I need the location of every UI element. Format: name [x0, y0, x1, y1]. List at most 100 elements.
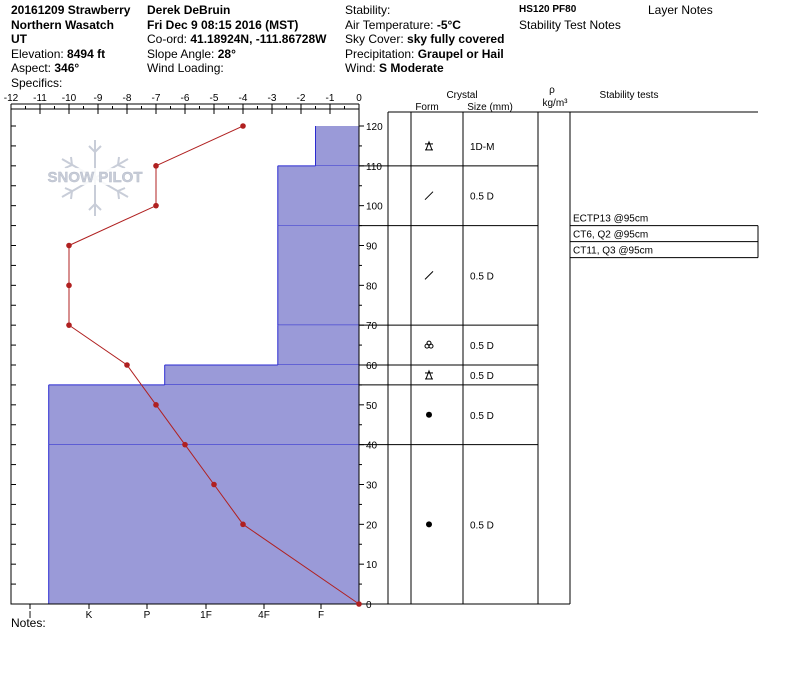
dot-mark — [426, 411, 432, 418]
crystal-size: 0.5 D — [470, 271, 494, 282]
wind-value: S Moderate — [379, 61, 444, 75]
temperature-point — [66, 282, 72, 289]
hardness-bar — [277, 325, 359, 365]
temp-tick-label: -4 — [239, 93, 248, 104]
temp-tick-label: -8 — [123, 93, 132, 104]
hardness-tick-label: I — [29, 610, 32, 621]
dot-mark — [426, 521, 432, 528]
temperature-point — [240, 521, 246, 528]
size-header: Size (mm) — [467, 102, 513, 113]
height-tick-label: 100 — [366, 202, 383, 213]
sky-row: Sky Cover: sky fully covered — [345, 32, 505, 46]
temperature-point — [182, 441, 188, 448]
hardness-tick-label: 4F — [258, 610, 270, 621]
facet-icon — [424, 271, 434, 280]
temp-tick-label: -11 — [33, 93, 47, 104]
hardness-bar — [48, 444, 359, 604]
hardness-bar — [48, 384, 359, 445]
stability-label: Stability: — [345, 3, 391, 17]
temp-tick-label: -12 — [4, 93, 19, 104]
temp-tick-label: -10 — [62, 93, 77, 104]
temp-tick-label: -9 — [94, 93, 103, 104]
hardness-tick-label: F — [318, 610, 324, 621]
stability-test-entry: CT6, Q2 @95cm — [573, 230, 648, 241]
hardness-bar — [277, 165, 359, 226]
slope-value: 28° — [217, 46, 236, 61]
header-col-weather: Stability: Air Temperature: -5°C Sky Cov… — [345, 3, 504, 76]
temperature-line — [68, 125, 360, 605]
temp-tick-label: -1 — [326, 93, 335, 104]
temp-tick-label: -3 — [268, 93, 277, 104]
stability-test-entry: ECTP13 @95cm — [573, 214, 648, 225]
temperature-point — [124, 362, 130, 368]
graupel-icon — [425, 140, 433, 151]
dot-icon — [426, 411, 432, 418]
wind-row: Wind: S Moderate — [345, 61, 444, 75]
rounded-mark-c — [426, 340, 432, 346]
temperature-point — [153, 202, 159, 209]
height-tick-label: 70 — [366, 321, 378, 332]
hs-pf: HS120 PF80 — [519, 4, 577, 15]
temperature-point — [356, 601, 362, 607]
temperature-point — [153, 163, 159, 169]
observation-datetime: Fri Dec 9 08:15 2016 (MST) — [147, 17, 299, 32]
stability-test-entry: CT11, Q3 @95cm — [573, 246, 653, 257]
aspect-value: 346° — [54, 61, 80, 75]
crystal-size: 0.5 D — [470, 341, 494, 352]
header-col-site: 20161209 Strawberry Northern Wasatch UT … — [11, 3, 130, 90]
rho-header: ρ — [549, 85, 555, 96]
temp-tick-label: -2 — [297, 93, 306, 104]
crystal-size: 1D-M — [470, 142, 494, 153]
elevation-row: Elevation: 8494 ft — [11, 46, 106, 61]
hardness-bar — [164, 365, 359, 385]
hardness-bar — [315, 126, 359, 166]
temp-tick-label: 0 — [356, 93, 362, 104]
temperature-point — [153, 402, 159, 408]
hardness-tick-label: 1F — [200, 610, 212, 621]
mountain-range: Northern Wasatch — [11, 17, 114, 32]
graupel-icon — [425, 369, 433, 380]
height-tick-label: 40 — [366, 441, 378, 452]
header-col-layer-notes: Layer Notes — [648, 3, 713, 18]
height-tick-label: 10 — [366, 560, 378, 571]
hardness-bar — [277, 225, 359, 326]
height-tick-label: 80 — [366, 281, 378, 292]
facet-mark — [424, 271, 434, 280]
coord-value: 41.18924N, -111.86728W — [190, 32, 327, 46]
temp-tick-label: -7 — [152, 93, 161, 104]
crystal-header: Crystal — [446, 90, 477, 101]
precip-row: Precipitation: Graupel or Hail — [345, 46, 504, 61]
hardness-tick-label: K — [86, 610, 93, 621]
coord-row: Co-ord: 41.18924N, -111.86728W — [147, 32, 327, 46]
temp-tick-label: -5 — [210, 93, 219, 104]
state: UT — [11, 32, 27, 46]
graupel-peak — [425, 140, 433, 151]
facet-mark — [424, 191, 434, 201]
specifics-label: Specifics: — [11, 75, 63, 90]
precip-value: Graupel or Hail — [417, 46, 504, 61]
temp-tick-label: -6 — [181, 93, 190, 104]
air-temp-value: -5°C — [436, 17, 461, 32]
rho-unit-header: kg/m³ — [543, 98, 569, 109]
stability-test-notes-label: Stability Test Notes — [519, 17, 621, 32]
temperature-point — [211, 481, 217, 488]
temperature-point — [240, 123, 246, 129]
temperature-point — [66, 242, 72, 249]
dot-icon — [426, 521, 432, 528]
wind-loading-label: Wind Loading: — [147, 61, 224, 75]
height-tick-label: 0 — [366, 600, 372, 611]
height-tick-label: 90 — [366, 242, 378, 253]
header-col-tests: HS120 PF80 Stability Test Notes — [519, 3, 621, 32]
notes-label: Notes: — [11, 616, 46, 630]
air-temp-row: Air Temperature: -5°C — [345, 17, 461, 32]
crystal-size: 0.5 D — [470, 520, 494, 531]
elevation-value: 8494 ft — [67, 46, 106, 61]
height-tick-label: 60 — [366, 361, 378, 372]
crystal-size: 0.5 D — [470, 192, 494, 203]
logo-text: SNOW PILOT — [48, 169, 143, 186]
hardness-tick-label: P — [144, 610, 151, 621]
header-col-observer: Derek DeBruin Fri Dec 9 08:15 2016 (MST)… — [147, 3, 326, 76]
facet-icon — [424, 191, 434, 201]
crystal-size: 0.5 D — [470, 371, 494, 382]
